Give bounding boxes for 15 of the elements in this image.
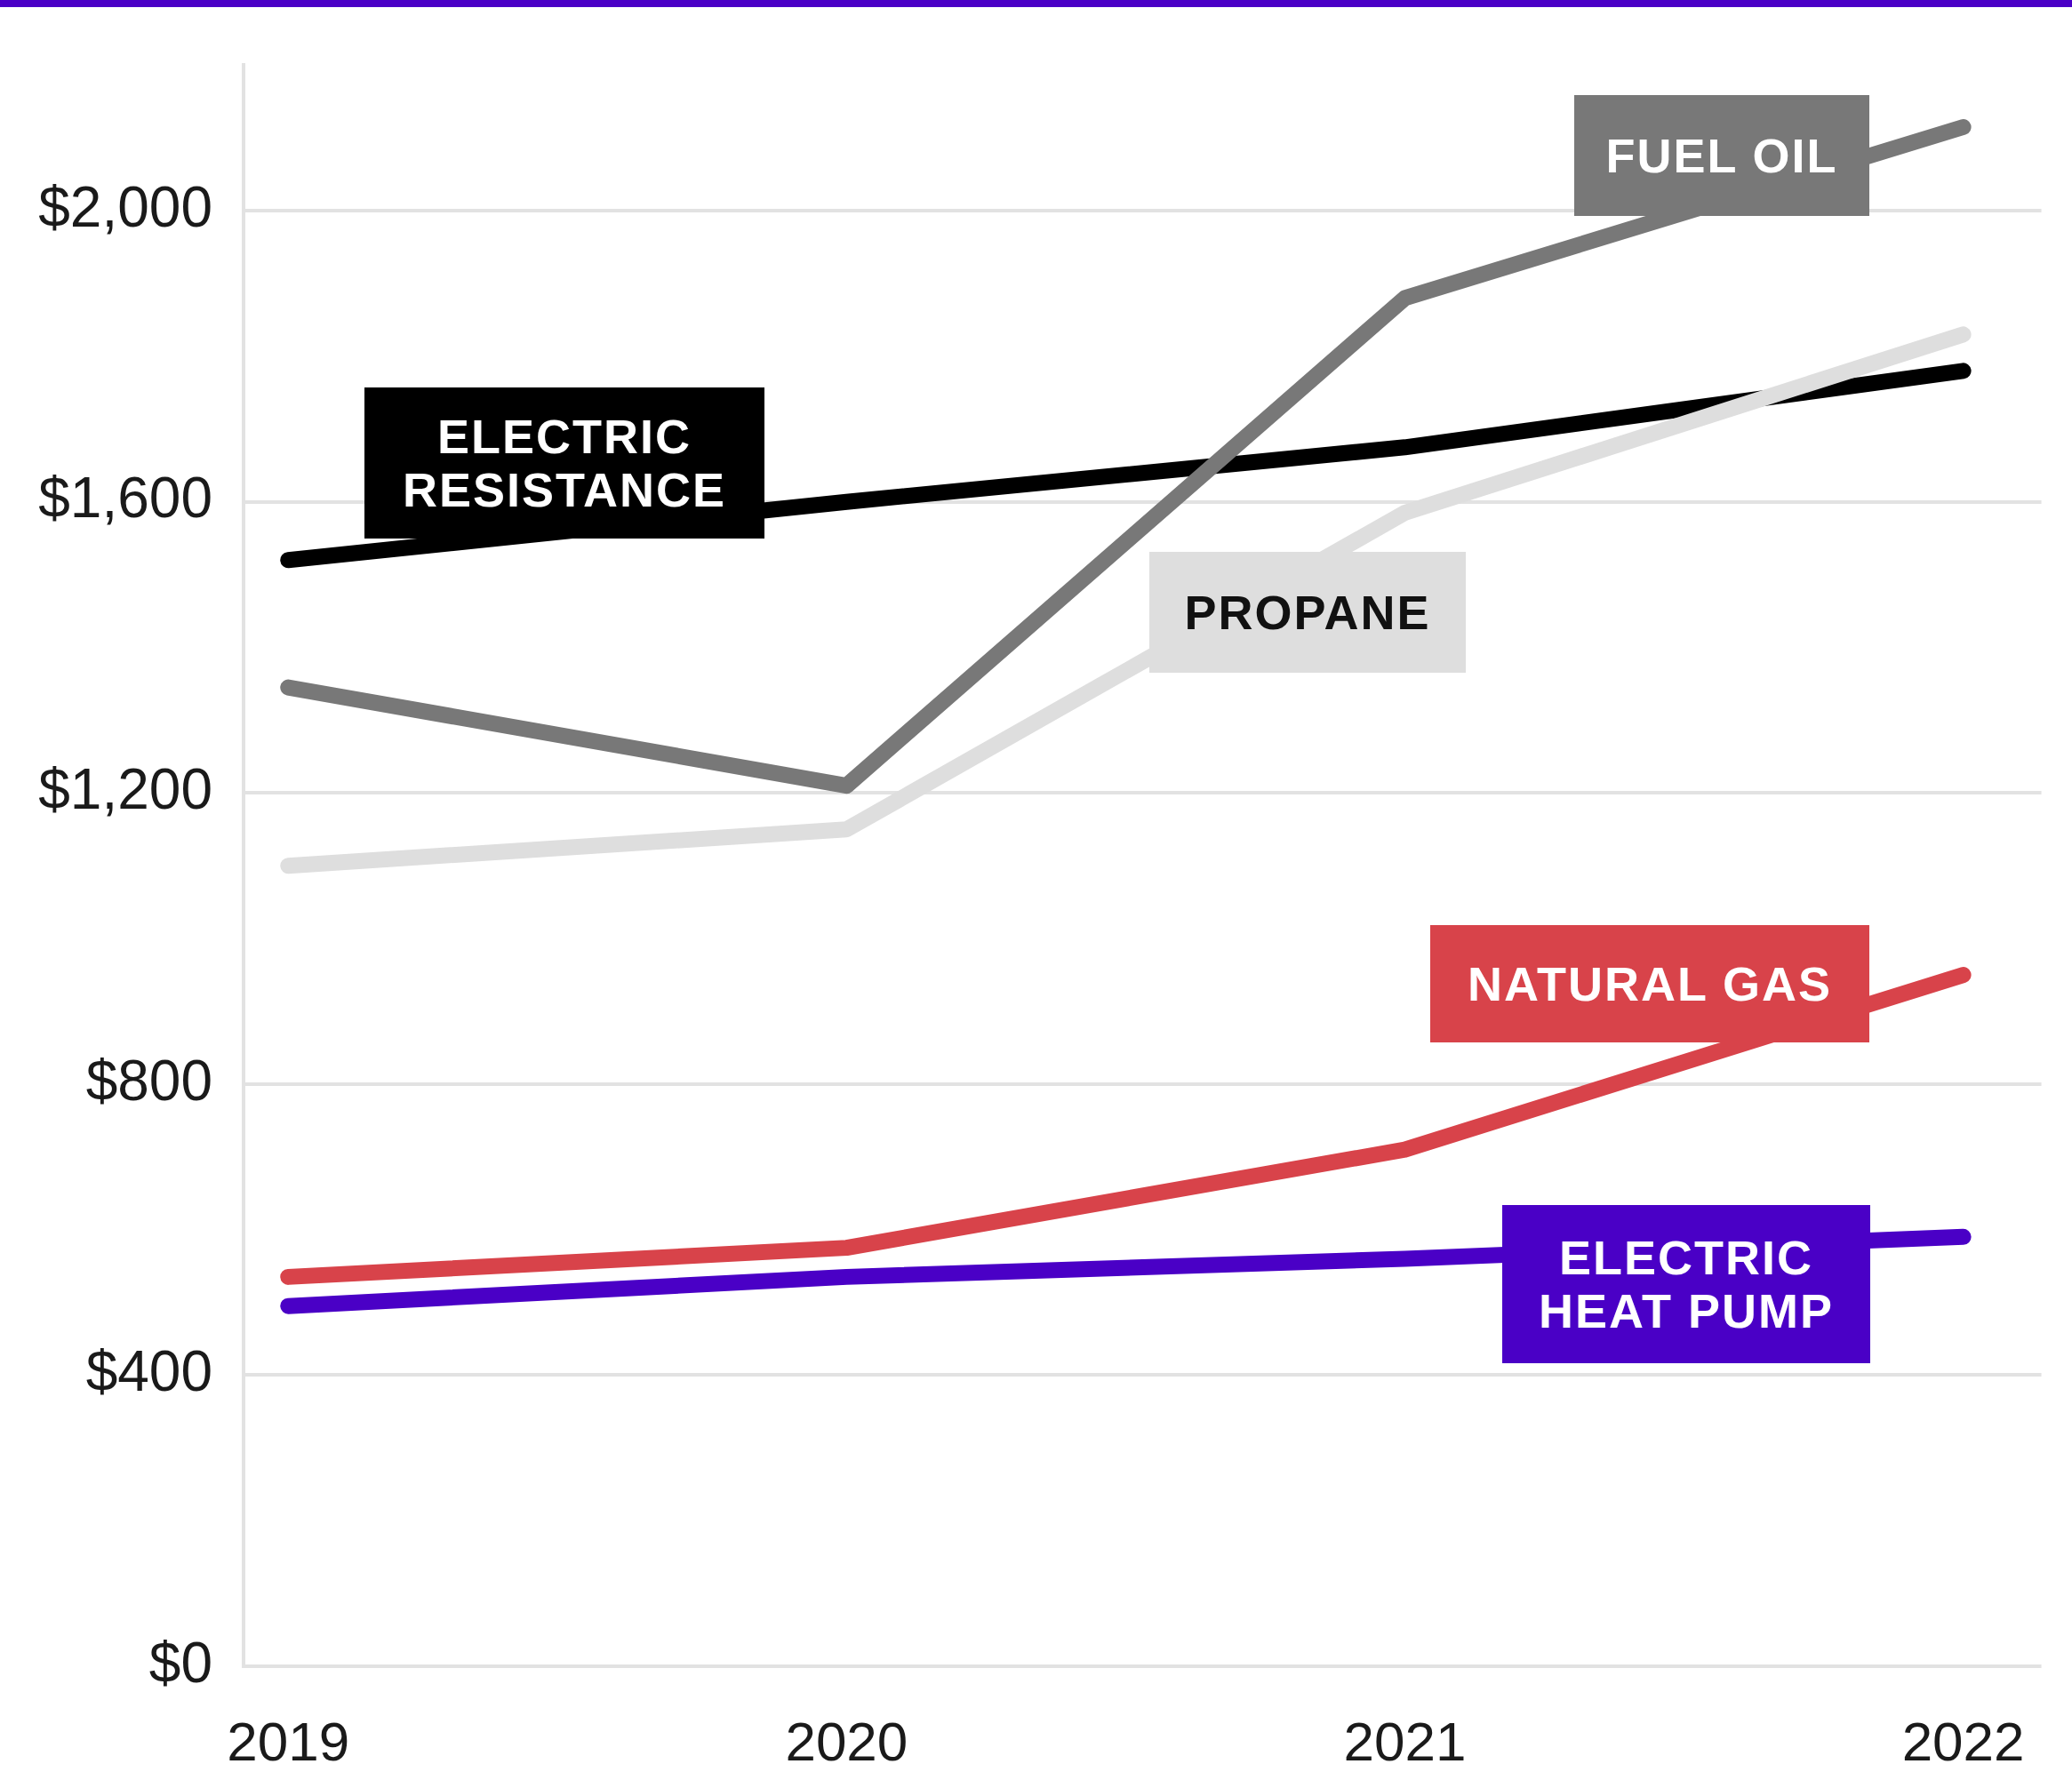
x-tick-label: 2020 [785, 1711, 908, 1773]
series-label: ELECTRIC HEAT PUMP [1538, 1230, 1835, 1338]
series-label: PROPANE [1184, 585, 1431, 640]
x-tick-label: 2019 [227, 1711, 350, 1773]
series-label: FUEL OIL [1605, 128, 1838, 183]
y-tick-label: $2,000 [38, 174, 212, 239]
x-tick-label: 2021 [1343, 1711, 1467, 1773]
y-tick-label: $1,200 [38, 756, 212, 821]
y-tick-label: $0 [148, 1630, 212, 1695]
x-tick-label: 2022 [1901, 1711, 2025, 1773]
series-label: ELECTRIC RESISTANCE [401, 409, 727, 517]
y-tick-label: $400 [85, 1339, 212, 1404]
y-tick-label: $800 [85, 1048, 212, 1113]
y-tick-label: $1,600 [38, 466, 212, 531]
series-label: NATURAL GAS [1468, 956, 1832, 1011]
